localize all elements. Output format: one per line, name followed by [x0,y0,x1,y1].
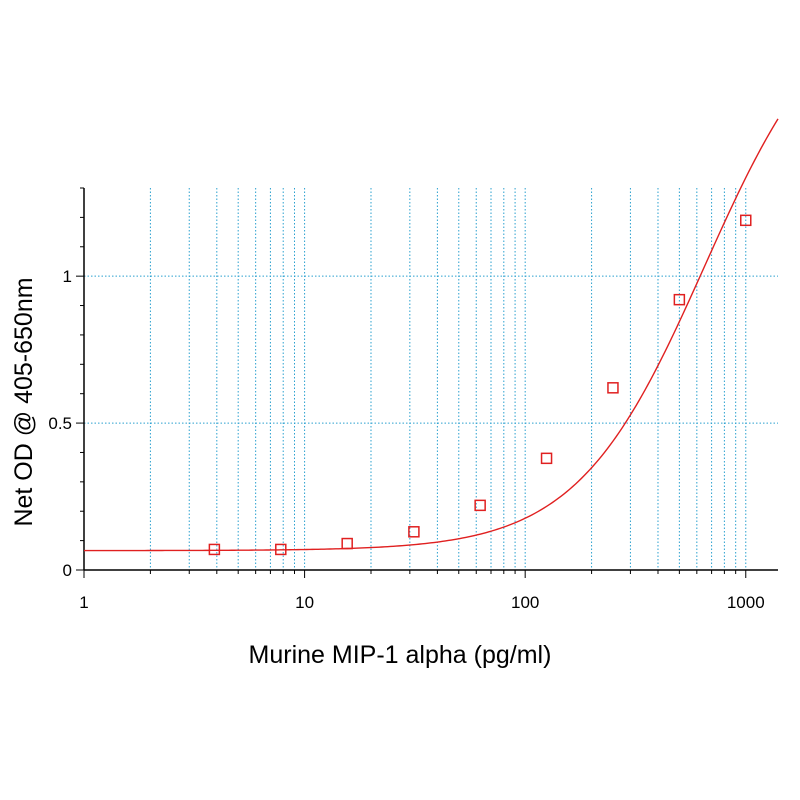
y-tick-label: 0.5 [48,414,72,433]
fit-curve-layer [84,118,779,552]
tick-labels: 1 10 100 1000 0 0.5 1 [48,267,764,612]
plot-background [84,188,778,570]
y-tick-label: 0 [63,561,72,580]
x-tick-label: 1000 [727,593,765,612]
fit-curve [84,118,779,552]
data-point [474,499,486,512]
data-point [408,526,420,538]
axes [76,187,778,578]
data-point [275,543,287,556]
data-point [673,293,686,306]
data-point [208,543,221,556]
data-point [607,382,619,394]
x-tick-label: 100 [511,593,539,612]
data-point [540,452,553,465]
data-point [740,214,752,227]
y-tick-label: 1 [63,267,72,286]
y-axis-title: Net OD @ 405-650nm [10,277,38,526]
data-points [208,214,752,556]
grid [84,188,778,570]
x-axis-title: Murine MIP-1 alpha (pg/ml) [249,641,552,669]
x-tick-label: 1 [79,593,88,612]
x-tick-label: 10 [295,593,314,612]
data-point [341,537,353,550]
